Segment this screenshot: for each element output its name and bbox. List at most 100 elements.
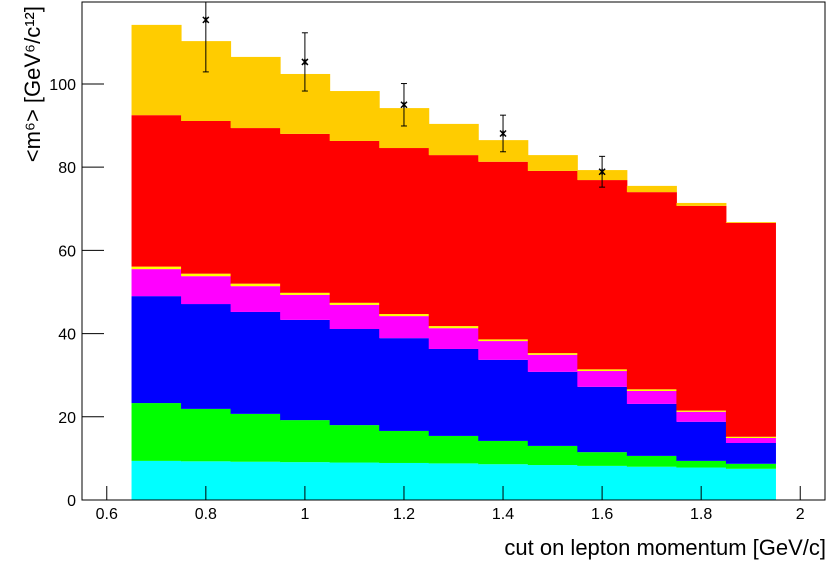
- data-point: [598, 168, 606, 176]
- bar: [626, 389, 677, 391]
- bar: [230, 283, 281, 287]
- bar: [725, 463, 776, 469]
- bar: [478, 341, 529, 360]
- bar: [428, 463, 479, 500]
- bar: [230, 461, 281, 500]
- y-tick-label: 60: [58, 243, 76, 260]
- bar: [527, 371, 578, 446]
- bar: [428, 123, 479, 156]
- bar: [676, 460, 727, 468]
- bar: [131, 460, 182, 500]
- x-tick-label: 0.8: [195, 506, 217, 523]
- bar: [280, 319, 331, 421]
- bar: [478, 161, 529, 340]
- x-tick-label: 1.6: [591, 506, 613, 523]
- bar: [577, 369, 628, 372]
- bar: [181, 408, 232, 462]
- bar: [230, 413, 281, 462]
- bar: [478, 359, 529, 441]
- x-tick-label: 1: [300, 506, 309, 523]
- bar: [280, 292, 331, 295]
- x-tick-label: 1.4: [492, 506, 514, 523]
- bar: [676, 202, 727, 206]
- bar: [676, 421, 727, 461]
- bar: [626, 192, 677, 390]
- bar: [725, 443, 776, 464]
- bar: [181, 273, 232, 277]
- bar: [527, 353, 578, 355]
- bar: [131, 296, 182, 404]
- bar: [379, 430, 430, 463]
- bar: [577, 386, 628, 453]
- bar: [725, 222, 776, 437]
- bar: [725, 438, 776, 444]
- bar: [626, 455, 677, 467]
- bar: [428, 326, 479, 329]
- bar: [280, 420, 331, 463]
- data-point: [400, 101, 408, 109]
- plot-frame: [81, 1, 826, 501]
- y-tick-label: 100: [49, 77, 76, 94]
- x-axis-label: cut on lepton momentum [GeV/c]: [504, 535, 826, 560]
- bar: [329, 462, 380, 500]
- y-tick-label: 40: [58, 327, 76, 344]
- bar: [131, 24, 182, 116]
- bar: [181, 276, 232, 305]
- bar: [428, 348, 479, 436]
- bar: [131, 269, 182, 297]
- bar: [428, 435, 479, 464]
- bar: [725, 436, 776, 439]
- bar: [626, 466, 677, 500]
- bar: [527, 155, 578, 171]
- bar: [329, 329, 380, 426]
- bar: [379, 314, 430, 317]
- bar: [181, 120, 232, 274]
- bar: [131, 403, 182, 461]
- x-tick-label: 2: [796, 506, 805, 523]
- bar: [428, 328, 479, 349]
- bar: [280, 133, 331, 293]
- bar: [379, 316, 430, 339]
- bar: [626, 390, 677, 404]
- bar: [329, 425, 380, 463]
- bar: [131, 266, 182, 270]
- bar: [577, 452, 628, 466]
- y-tick-label: 80: [58, 160, 76, 177]
- bar: [626, 403, 677, 456]
- data-point: [202, 16, 210, 24]
- bar: [676, 205, 727, 411]
- bar: [626, 185, 677, 193]
- y-tick-label: 0: [67, 493, 76, 510]
- bar: [230, 286, 281, 312]
- bar: [527, 354, 578, 372]
- bar: [329, 302, 380, 305]
- bar: [329, 304, 380, 330]
- bar: [329, 91, 380, 141]
- bar: [527, 170, 578, 354]
- bar: [725, 468, 776, 500]
- bar: [725, 222, 776, 223]
- bar: [379, 338, 430, 431]
- bar: [230, 311, 281, 414]
- y-tick-label: 20: [58, 410, 76, 427]
- bar: [478, 440, 529, 465]
- bar: [577, 180, 628, 370]
- bar: [280, 294, 331, 320]
- bar: [379, 148, 430, 315]
- bar: [478, 339, 529, 342]
- bar: [181, 304, 232, 409]
- bar: [577, 371, 628, 387]
- bar: [131, 115, 182, 267]
- x-tick-label: 1.8: [690, 506, 712, 523]
- bar: [230, 128, 281, 284]
- bar: [329, 140, 380, 303]
- x-tick-label: 1.2: [393, 506, 415, 523]
- bar: [527, 445, 578, 466]
- x-tick-label: 0.6: [96, 506, 118, 523]
- bar: [230, 56, 281, 129]
- bar: [676, 410, 727, 412]
- bar: [428, 155, 479, 327]
- data-point: [499, 129, 507, 137]
- bar: [676, 411, 727, 422]
